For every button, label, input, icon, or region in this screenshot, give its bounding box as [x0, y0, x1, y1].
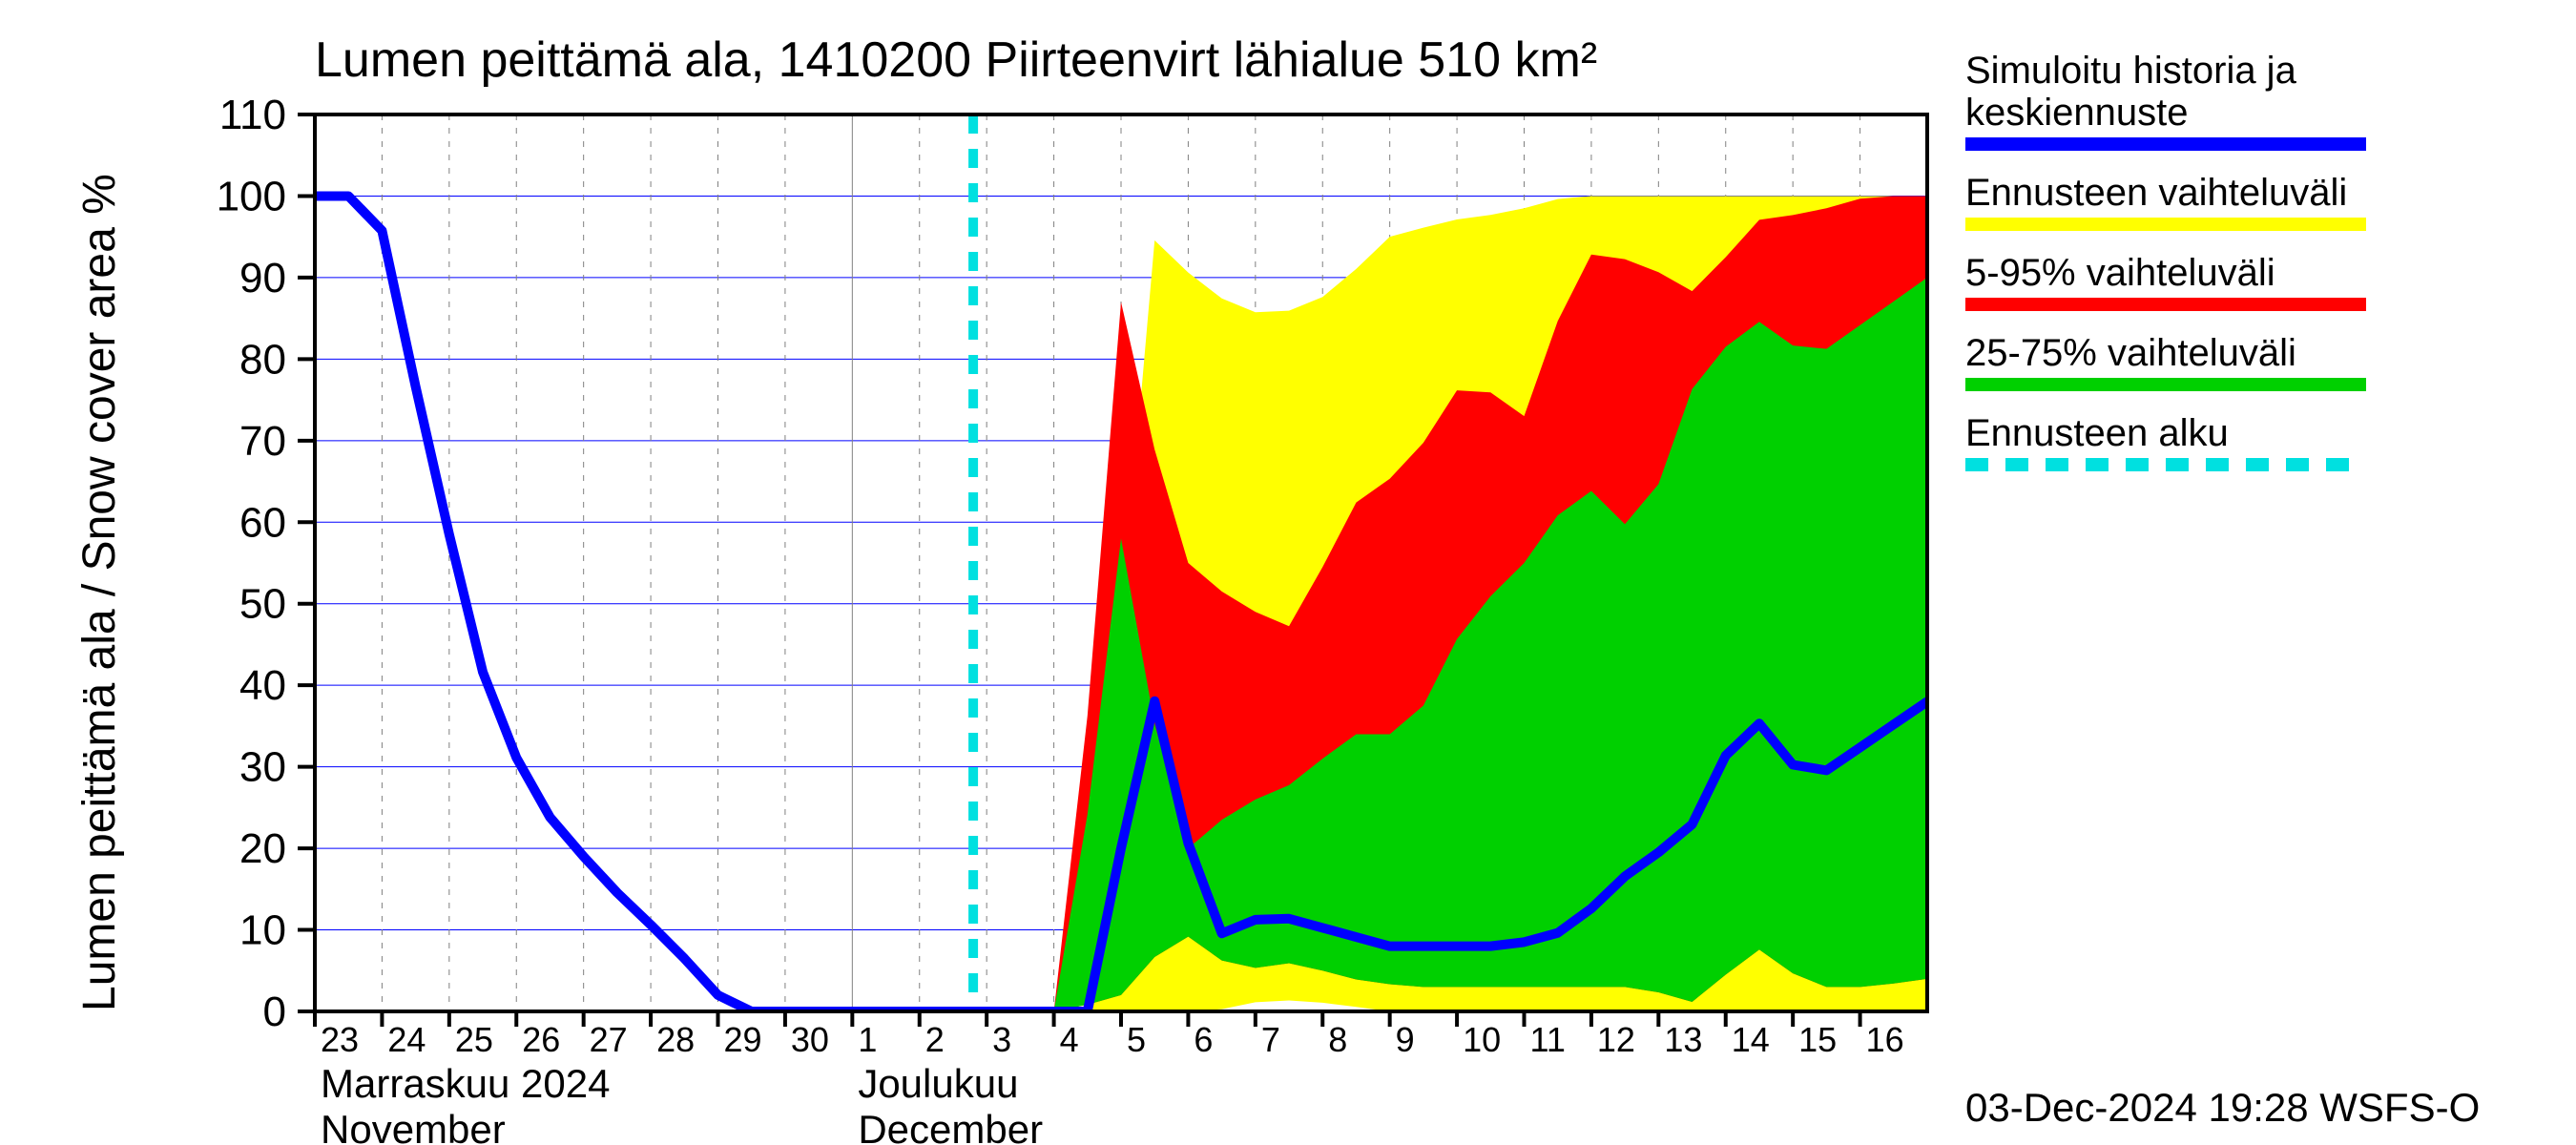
- x-tick-label: 9: [1396, 1020, 1415, 1059]
- x-tick-label: 5: [1127, 1020, 1146, 1059]
- x-tick-label: 10: [1463, 1020, 1501, 1059]
- y-tick-label: 20: [239, 825, 286, 872]
- y-tick-label: 30: [239, 744, 286, 791]
- legend-label: 25-75% vaihteluväli: [1965, 332, 2296, 374]
- x-tick-label: 23: [321, 1020, 359, 1059]
- x-tick-label: 15: [1798, 1020, 1837, 1059]
- forecast-bands: [953, 196, 1927, 1011]
- chart-title: Lumen peittämä ala, 1410200 Piirteenvirt…: [315, 32, 1597, 88]
- y-tick-label: 60: [239, 499, 286, 546]
- x-tick-label: 2: [925, 1020, 945, 1059]
- x-tick-label: 29: [724, 1020, 762, 1059]
- footer-timestamp: 03-Dec-2024 19:28 WSFS-O: [1965, 1085, 2480, 1130]
- x-tick-label: 14: [1732, 1020, 1770, 1059]
- chart-container: 0102030405060708090100110232425262728293…: [0, 0, 2576, 1145]
- x-tick-label: 13: [1664, 1020, 1702, 1059]
- x-tick-label: 30: [791, 1020, 829, 1059]
- y-tick-label: 10: [239, 907, 286, 954]
- y-tick-label: 100: [217, 173, 286, 219]
- x-month-label: November: [321, 1107, 506, 1145]
- y-tick-label: 90: [239, 255, 286, 302]
- x-tick-label: 26: [522, 1020, 560, 1059]
- x-tick-label: 7: [1261, 1020, 1280, 1059]
- legend-label: Ennusteen vaihteluväli: [1965, 172, 2347, 214]
- x-tick-label: 24: [387, 1020, 426, 1059]
- chart-svg: 0102030405060708090100110232425262728293…: [0, 0, 2576, 1145]
- legend-label: Simuloitu historia ja: [1965, 50, 2297, 92]
- x-tick-label: 4: [1060, 1020, 1079, 1059]
- y-tick-label: 50: [239, 581, 286, 628]
- x-tick-label: 6: [1194, 1020, 1213, 1059]
- x-month-label: Joulukuu: [858, 1061, 1018, 1106]
- x-tick-label: 28: [656, 1020, 695, 1059]
- legend-label: Ennusteen alku: [1965, 412, 2229, 454]
- x-month-label: Marraskuu 2024: [321, 1061, 611, 1106]
- x-tick-label: 16: [1866, 1020, 1904, 1059]
- y-tick-label: 80: [239, 336, 286, 383]
- x-tick-label: 8: [1328, 1020, 1347, 1059]
- legend-label: keskiennuste: [1965, 92, 2188, 134]
- x-tick-label: 11: [1530, 1020, 1566, 1059]
- y-tick-label: 40: [239, 662, 286, 709]
- legend-label: 5-95% vaihteluväli: [1965, 252, 2275, 294]
- x-month-label: December: [858, 1107, 1043, 1145]
- x-tick-label: 27: [590, 1020, 628, 1059]
- y-tick-label: 0: [263, 989, 286, 1035]
- x-tick-label: 3: [992, 1020, 1011, 1059]
- y-axis-label: Lumen peittämä ala / Snow cover area %: [74, 174, 125, 1011]
- x-tick-label: 12: [1597, 1020, 1635, 1059]
- x-tick-label: 25: [455, 1020, 493, 1059]
- y-tick-label: 70: [239, 418, 286, 465]
- y-tick-label: 110: [219, 92, 286, 138]
- x-tick-label: 1: [858, 1020, 877, 1059]
